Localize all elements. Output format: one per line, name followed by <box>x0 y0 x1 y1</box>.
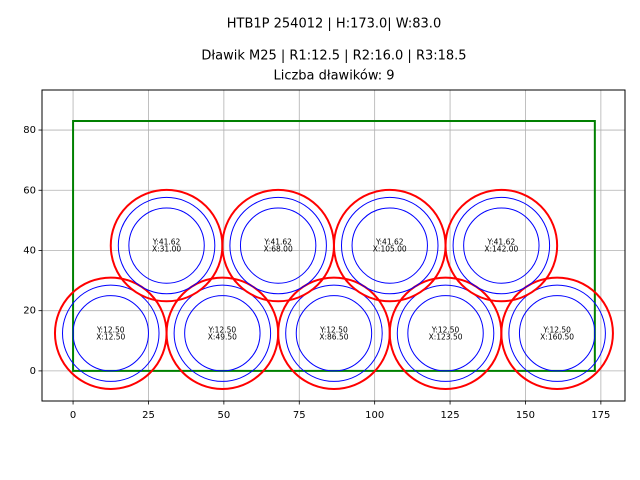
gland-circle <box>508 284 606 382</box>
gland-circle <box>518 295 596 372</box>
y-tick-label: 0 <box>30 366 36 377</box>
center-label: Y:41.62 <box>263 238 292 247</box>
center-label: X:142.00 <box>484 245 518 254</box>
gland-circle <box>184 295 261 372</box>
gland-circle <box>351 207 428 284</box>
chart-subtitle: Dławik M25 | R1:12.5 | R2:16.0 | R3:18.5 <box>201 49 466 64</box>
center-label: X:105.00 <box>373 245 407 254</box>
chart-title: HTB1P 254012 | H:173.0| W:83.0 <box>227 17 441 32</box>
center-label: Y:41.62 <box>487 238 516 247</box>
y-tick-label: 40 <box>23 245 36 256</box>
gland-circle <box>295 295 373 372</box>
x-tick-label: 150 <box>516 410 535 421</box>
x-tick-label: 75 <box>293 410 306 421</box>
gland-circle <box>396 284 495 382</box>
center-label: X:68.00 <box>264 245 293 254</box>
gland-circle <box>229 196 327 295</box>
center-label: X:86.50 <box>319 332 348 341</box>
gland-circle <box>173 284 272 382</box>
x-tick-label: 0 <box>70 410 76 421</box>
center-label: X:123.50 <box>429 332 463 341</box>
gland-circle <box>285 284 383 382</box>
gland-circle <box>452 196 551 295</box>
plot-area: Y:12.50X:12.50Y:12.50X:49.50Y:12.50X:86.… <box>53 120 614 390</box>
gland-circle <box>463 207 540 284</box>
chart-subtitle: Liczba dławików: 9 <box>273 69 394 84</box>
center-label: Y:12.50 <box>96 325 125 334</box>
y-tick-label: 20 <box>23 306 36 317</box>
gland-circle <box>62 284 160 382</box>
gland-circle <box>340 196 439 295</box>
gland-circle <box>407 295 484 372</box>
gland-circle <box>72 295 149 372</box>
center-label: X:12.50 <box>96 332 125 341</box>
center-label: Y:12.50 <box>319 325 348 334</box>
y-tick-label: 80 <box>23 125 36 136</box>
ticks: 0 25 50 75 100 125 150 175 0 20 40 60 80 <box>23 125 610 421</box>
y-tick-label: 60 <box>23 185 36 196</box>
center-label: Y:41.62 <box>152 238 181 247</box>
gland-circle <box>239 207 317 284</box>
center-label: X:160.50 <box>540 332 574 341</box>
axes-frame <box>41 89 626 402</box>
x-tick-label: 25 <box>142 410 155 421</box>
center-label: Y:41.62 <box>375 238 404 247</box>
gland-circle <box>444 188 559 303</box>
center-label: X:49.50 <box>208 332 237 341</box>
gland-circle <box>128 207 205 284</box>
gland-circle <box>500 276 614 390</box>
center-label: Y:12.50 <box>208 325 237 334</box>
x-tick-label: 50 <box>217 410 230 421</box>
center-label: Y:12.50 <box>542 325 571 334</box>
center-label: Y:12.50 <box>431 325 460 334</box>
x-tick-label: 175 <box>591 410 610 421</box>
x-tick-label: 100 <box>365 410 384 421</box>
gland-circle <box>117 196 216 295</box>
x-tick-label: 125 <box>441 410 460 421</box>
center-label: X:31.00 <box>152 245 181 254</box>
